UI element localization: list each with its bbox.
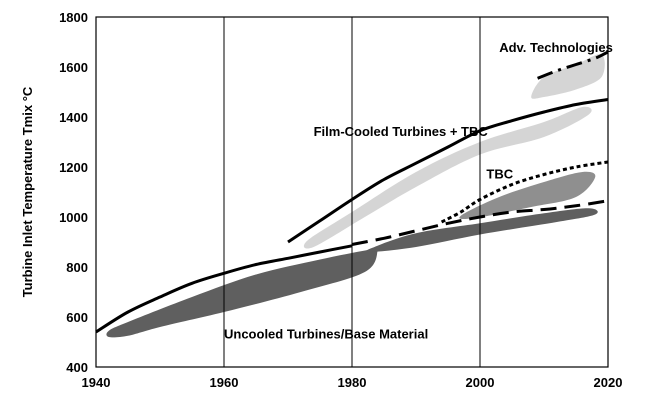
y-tick-1200: 1200 <box>59 160 88 175</box>
annotations: Adv. Technologies Film-Cooled Turbines + … <box>224 40 613 341</box>
x-tick-1980: 1980 <box>338 375 367 390</box>
y-tick-1600: 1600 <box>59 60 88 75</box>
band-tbc-2 <box>459 171 596 220</box>
y-tick-1800: 1800 <box>59 10 88 25</box>
y-tick-1000: 1000 <box>59 210 88 225</box>
band-base-material-band-recent-1 <box>365 208 598 253</box>
series-line-solid-1 <box>287 98 609 244</box>
y-tick-400: 400 <box>66 360 88 375</box>
y-tick-labels: 400 600 800 1000 1200 1400 1600 1800 <box>59 10 88 375</box>
y-tick-600: 600 <box>66 310 88 325</box>
y-tick-1400: 1400 <box>59 110 88 125</box>
x-tick-labels: 1940 1960 1980 2000 2020 <box>82 375 623 390</box>
technology-bands <box>106 54 605 338</box>
y-axis-title: Turbine Inlet Temperature Tmix °C <box>20 86 35 297</box>
series-line-dash-dot-4 <box>537 50 609 80</box>
x-tick-1960: 1960 <box>210 375 239 390</box>
band-adv-technologies-4 <box>531 54 605 99</box>
x-tick-2020: 2020 <box>594 375 623 390</box>
band-film-cooled-turbines-tbc-3 <box>303 106 592 249</box>
series-line-solid-0 <box>95 244 353 334</box>
annotation-film-cooled-turbines-tbc: Film-Cooled Turbines + TBC <box>314 124 489 139</box>
trend-lines <box>95 50 609 334</box>
x-tick-2000: 2000 <box>466 375 495 390</box>
annotation-adv-technologies: Adv. Technologies <box>499 40 613 55</box>
y-tick-800: 800 <box>66 260 88 275</box>
band-uncooled-turbines-base-material-0 <box>106 248 379 338</box>
series-line-dashed-2 <box>351 199 609 246</box>
annotation-uncooled-turbines-base-material: Uncooled Turbines/Base Material <box>224 326 428 341</box>
series-line-dotted-3 <box>440 160 609 224</box>
annotation-tbc: TBC <box>486 166 513 181</box>
x-tick-1940: 1940 <box>82 375 111 390</box>
plot-frame <box>95 16 609 368</box>
